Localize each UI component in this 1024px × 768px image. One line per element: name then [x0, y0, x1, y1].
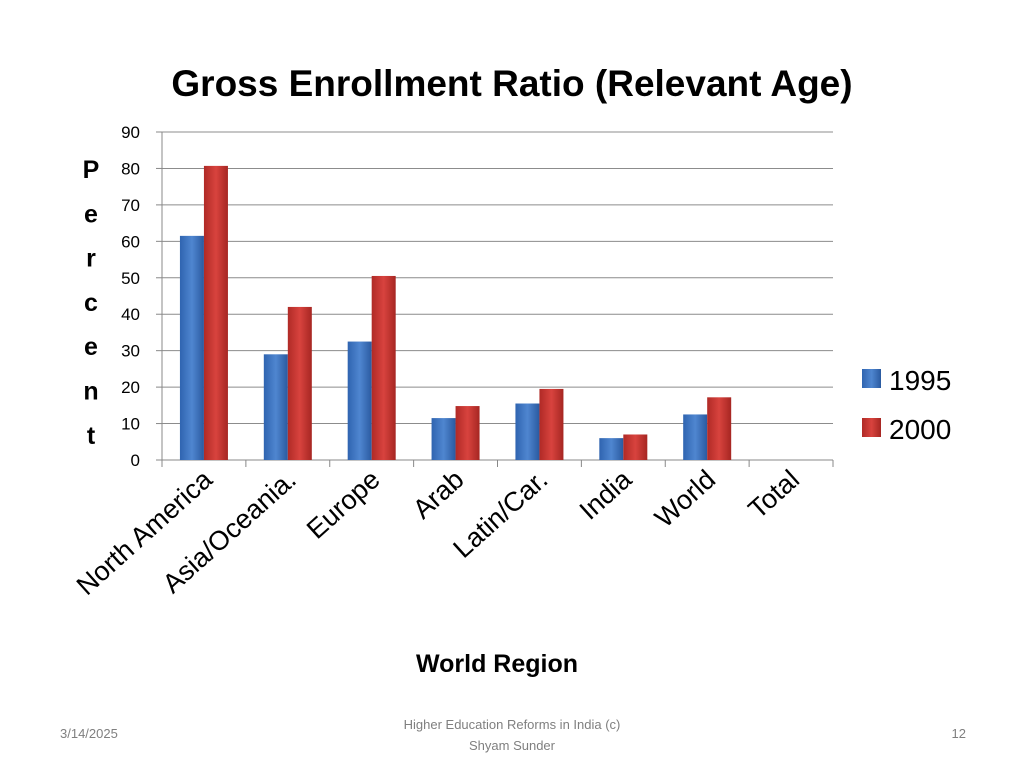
bar-2000-arab [455, 406, 480, 460]
x-tick-label: Europe [301, 464, 386, 545]
legend-swatch-2000 [862, 418, 881, 437]
footer-center-line2: Shyam Sunder [469, 738, 555, 753]
footer-date: 3/14/2025 [60, 726, 118, 741]
bar-2000-latin-car- [539, 388, 564, 460]
bar-1995-europe [347, 341, 372, 460]
bar-2000-india [623, 434, 648, 460]
x-axis-label: World Region [416, 650, 578, 678]
footer-page-number: 12 [951, 726, 966, 741]
y-tick-label: 40 [121, 305, 140, 324]
bar-1995-latin-car- [515, 403, 540, 460]
bars [179, 165, 732, 461]
x-axis [161, 460, 834, 467]
bar-1995-asia-oceania- [263, 354, 288, 460]
y-tick-label: 20 [121, 378, 140, 397]
bar-1995-arab [431, 418, 456, 460]
y-tick-label: 0 [131, 451, 140, 470]
chart-title: Gross Enrollment Ratio (Relevant Age) [171, 63, 852, 104]
footer-center-line1: Higher Education Reforms in India (c) [403, 717, 621, 732]
x-tick-label: Total [743, 464, 805, 524]
gridlines [156, 131, 833, 461]
bar-2000-asia-oceania- [287, 306, 312, 460]
y-tick-labels: 0 10 20 30 40 50 60 70 80 90 [121, 123, 140, 470]
bar-2000-europe [371, 275, 396, 460]
x-tick-label: World [649, 464, 721, 533]
legend: 1995 2000 [862, 365, 951, 445]
bar-2000-world [707, 397, 732, 460]
legend-label-2000: 2000 [889, 414, 951, 445]
footer-center: Higher Education Reforms in India (c) Sh… [312, 714, 712, 756]
y-tick-label: 60 [121, 232, 140, 251]
y-tick-label: 80 [121, 159, 140, 178]
bar-2000-north-america [203, 165, 228, 461]
y-tick-label: 50 [121, 269, 140, 288]
legend-label-1995: 1995 [889, 365, 951, 396]
y-axis-label-letter: P [83, 156, 100, 184]
y-axis-label-letter: n [83, 378, 98, 406]
legend-swatch-1995 [862, 369, 881, 388]
y-axis-label-letter: c [84, 289, 98, 317]
y-axis-label-letter: e [84, 200, 98, 228]
bar-1995-north-america [179, 235, 204, 460]
y-tick-label: 70 [121, 196, 140, 215]
y-tick-label: 90 [121, 123, 140, 142]
y-axis-label-letter: r [86, 245, 96, 273]
bar-1995-india [599, 438, 624, 460]
y-axis-label-letter: t [87, 422, 96, 450]
x-tick-label: Latin/Car. [447, 464, 553, 564]
y-tick-label: 10 [121, 415, 140, 434]
x-tick-label: Arab [407, 464, 469, 524]
x-tick-label: India [574, 464, 638, 526]
y-tick-label: 30 [121, 342, 140, 361]
y-axis-label-letter: e [84, 333, 98, 361]
bar-1995-world [683, 414, 708, 460]
